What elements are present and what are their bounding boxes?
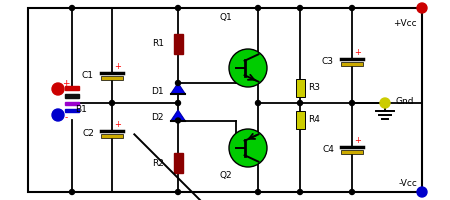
Circle shape bbox=[52, 83, 64, 95]
Circle shape bbox=[176, 80, 180, 86]
Text: -Vcc: -Vcc bbox=[398, 179, 417, 188]
Circle shape bbox=[176, 100, 180, 106]
Text: Q2: Q2 bbox=[220, 171, 232, 180]
Circle shape bbox=[52, 109, 64, 121]
Text: C4: C4 bbox=[322, 146, 334, 154]
Bar bbox=[174, 153, 183, 173]
Text: +: + bbox=[62, 79, 70, 88]
Circle shape bbox=[69, 190, 75, 194]
Text: +: + bbox=[114, 62, 121, 71]
Circle shape bbox=[176, 118, 180, 123]
Text: C2: C2 bbox=[82, 130, 94, 138]
Text: Q1: Q1 bbox=[220, 13, 232, 22]
Bar bbox=[101, 134, 123, 138]
Circle shape bbox=[350, 190, 355, 194]
Text: D2: D2 bbox=[152, 114, 164, 122]
Circle shape bbox=[69, 5, 75, 10]
Circle shape bbox=[380, 98, 390, 108]
Polygon shape bbox=[171, 110, 185, 120]
Text: +: + bbox=[354, 48, 361, 57]
Bar bbox=[341, 150, 363, 154]
Circle shape bbox=[417, 187, 427, 197]
Text: R4: R4 bbox=[308, 116, 320, 124]
Circle shape bbox=[350, 5, 355, 10]
Circle shape bbox=[256, 100, 261, 106]
Polygon shape bbox=[171, 83, 185, 94]
Circle shape bbox=[256, 190, 261, 194]
Text: B1: B1 bbox=[75, 106, 87, 114]
Bar bbox=[65, 94, 79, 98]
Text: C1: C1 bbox=[82, 72, 94, 80]
Circle shape bbox=[350, 100, 355, 106]
Circle shape bbox=[297, 190, 302, 194]
Text: +Vcc: +Vcc bbox=[393, 19, 417, 28]
Bar bbox=[174, 34, 183, 54]
Circle shape bbox=[229, 49, 267, 87]
Bar bbox=[101, 75, 123, 79]
Circle shape bbox=[297, 100, 302, 106]
Circle shape bbox=[176, 190, 180, 194]
Bar bbox=[65, 86, 79, 90]
Bar bbox=[296, 111, 305, 129]
Circle shape bbox=[176, 5, 180, 10]
Text: C3: C3 bbox=[322, 58, 334, 66]
Circle shape bbox=[109, 100, 114, 106]
Text: R2: R2 bbox=[152, 158, 164, 168]
Circle shape bbox=[417, 3, 427, 13]
Text: Gnd: Gnd bbox=[395, 97, 414, 106]
Text: R3: R3 bbox=[308, 84, 320, 92]
Text: -: - bbox=[64, 114, 68, 122]
Bar bbox=[65, 102, 79, 105]
Bar bbox=[341, 62, 363, 66]
Text: R1: R1 bbox=[152, 40, 164, 48]
Circle shape bbox=[229, 129, 267, 167]
Circle shape bbox=[297, 5, 302, 10]
Bar bbox=[65, 109, 79, 112]
Text: +: + bbox=[114, 120, 121, 129]
Text: +: + bbox=[354, 136, 361, 145]
Circle shape bbox=[256, 5, 261, 10]
Text: D1: D1 bbox=[151, 86, 164, 96]
Bar bbox=[28, 8, 422, 192]
Bar bbox=[296, 79, 305, 97]
